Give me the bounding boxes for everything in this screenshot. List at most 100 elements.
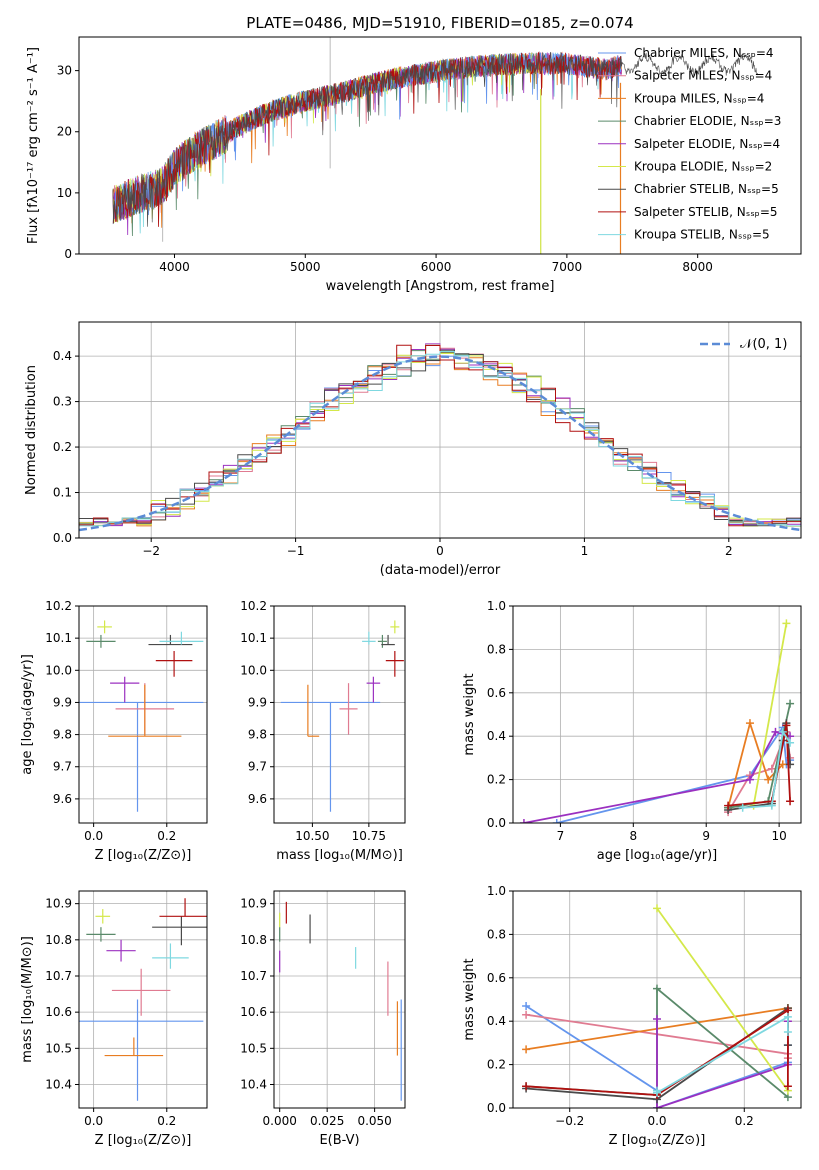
legend-entry: Salpeter STELIB, Nₛₛₚ=5 xyxy=(634,205,778,219)
y-tick-label: 9.6 xyxy=(248,792,267,806)
x-tick-label: 10.75 xyxy=(352,829,386,843)
y-tick-label: 10.7 xyxy=(45,969,72,983)
x-tick-label: 0.2 xyxy=(157,829,176,843)
x-tick-label: 7 xyxy=(557,829,565,843)
axes-frame xyxy=(78,890,208,1109)
legend-entry: Chabrier STELIB, Nₛₛₚ=5 xyxy=(634,182,779,196)
errorbars xyxy=(280,620,404,812)
legend-entry: Chabrier MILES, Nₛₛₚ=4 xyxy=(634,46,774,60)
legend-entry: 𝒩(0, 1) xyxy=(740,337,787,352)
histograms xyxy=(79,343,801,532)
x-tick-label: 10.50 xyxy=(295,829,329,843)
weight-point xyxy=(783,1012,792,1021)
weight-point xyxy=(522,1010,531,1019)
weight-point xyxy=(724,801,733,810)
y-tick-label: 10.9 xyxy=(45,897,72,911)
spectrum-series xyxy=(112,51,622,227)
errorbars xyxy=(79,620,204,812)
legend-entry: Chabrier ELODIE, Nₛₛₚ=3 xyxy=(634,114,781,128)
y-tick-label: 9.9 xyxy=(53,695,72,709)
x-tick-label: 5000 xyxy=(290,260,321,274)
y-tick-label: 0.1 xyxy=(53,486,72,500)
x-axis-label: mass [log₁₀(M/M⊙)] xyxy=(276,848,403,863)
weight-point xyxy=(522,1002,531,1011)
x-tick-label: 8 xyxy=(629,829,637,843)
weight-point xyxy=(786,699,795,708)
weight-series xyxy=(742,729,791,809)
weight-point xyxy=(771,727,780,736)
normal-curve xyxy=(79,355,801,532)
weight-point xyxy=(778,760,787,769)
y-tick-label: 10.0 xyxy=(240,663,267,677)
y-axis-label: mass [log₁₀(M/M⊙)] xyxy=(20,936,35,1063)
y-tick-label: 10.5 xyxy=(240,1041,267,1055)
y-tick-label: 0.6 xyxy=(487,971,506,985)
x-axis-label: E(B-V) xyxy=(319,1133,359,1148)
weight-point xyxy=(522,1045,531,1054)
weight-point xyxy=(653,1015,661,1024)
weight-point xyxy=(767,801,776,810)
weight-lines xyxy=(522,904,792,1108)
spectrum-series xyxy=(112,51,758,227)
x-axis-label: wavelength [Angstrom, rest frame] xyxy=(326,279,555,294)
legend-entry: Salpeter ELODIE, Nₛₛₚ=4 xyxy=(634,137,780,151)
weight-point xyxy=(786,738,795,747)
y-tick-label: 0.4 xyxy=(487,729,506,743)
y-tick-label: 10.8 xyxy=(45,933,72,947)
x-tick-label: 8000 xyxy=(682,260,713,274)
y-tick-label: 10.1 xyxy=(45,631,72,645)
y-tick-label: 9.7 xyxy=(53,760,72,774)
axes-frame xyxy=(78,321,802,539)
y-tick-label: 1.0 xyxy=(487,884,506,898)
weight-point xyxy=(786,797,795,806)
legend-entry: Salpeter MILES, Nₛₛₚ=4 xyxy=(634,69,772,83)
x-tick-label: 7000 xyxy=(552,260,583,274)
x-tick-label: −2 xyxy=(142,544,160,558)
weight-series xyxy=(526,1008,789,1096)
x-tick-label: 0.2 xyxy=(157,1114,176,1128)
y-tick-label: 10.2 xyxy=(240,599,267,613)
y-tick-label: 0.0 xyxy=(487,1101,506,1115)
x-tick-label: 1 xyxy=(581,544,589,558)
x-tick-label: 0.050 xyxy=(357,1114,391,1128)
weight-point xyxy=(783,1082,792,1091)
x-tick-label: 0.0 xyxy=(84,829,103,843)
errorbars xyxy=(79,898,207,1101)
axes-frame xyxy=(78,605,208,824)
x-tick-label: 0.0 xyxy=(84,1114,103,1128)
y-tick-label: 10.5 xyxy=(45,1041,72,1055)
x-tick-label: −1 xyxy=(287,544,305,558)
x-axis-label: age [log₁₀(age/yr)] xyxy=(597,848,718,863)
y-tick-label: 0.8 xyxy=(487,927,506,941)
x-tick-label: 0 xyxy=(436,544,444,558)
x-tick-label: 0.025 xyxy=(310,1114,344,1128)
y-tick-label: 10.7 xyxy=(240,969,267,983)
errorbars xyxy=(279,901,402,1101)
weight-point xyxy=(786,760,795,769)
y-tick-label: 0.0 xyxy=(53,531,72,545)
y-axis-label: mass weight xyxy=(462,673,477,755)
weight-point xyxy=(767,764,776,773)
weight-point xyxy=(738,803,747,812)
y-tick-label: 0 xyxy=(64,247,72,261)
x-axis-label: Z [log₁₀(Z/Z⊙)] xyxy=(609,1133,706,1148)
y-tick-label: 1.0 xyxy=(487,599,506,613)
axes-frame xyxy=(512,890,802,1109)
axes-frame xyxy=(273,890,406,1109)
weight-point xyxy=(653,904,661,913)
spectrum-series xyxy=(112,52,541,237)
legend-entry: Kroupa STELIB, Nₛₛₚ=5 xyxy=(634,228,770,242)
weight-series xyxy=(752,623,788,806)
y-tick-label: 0.4 xyxy=(487,1014,506,1028)
y-tick-label: 10.8 xyxy=(240,933,267,947)
figure-title: PLATE=0486, MJD=51910, FIBERID=0185, z=0… xyxy=(246,14,633,32)
y-tick-label: 0.2 xyxy=(487,773,506,787)
y-axis-label: age [log₁₀(age/yr)] xyxy=(20,654,35,775)
y-tick-label: 20 xyxy=(57,125,72,139)
y-tick-label: 10 xyxy=(57,186,72,200)
weight-point xyxy=(745,719,754,728)
y-axis-label: Flux [fλ10⁻¹⁷ erg cm⁻² s⁻¹ A⁻¹] xyxy=(26,47,41,244)
y-tick-label: 9.8 xyxy=(248,728,267,742)
x-tick-label: 0.2 xyxy=(735,1114,754,1128)
